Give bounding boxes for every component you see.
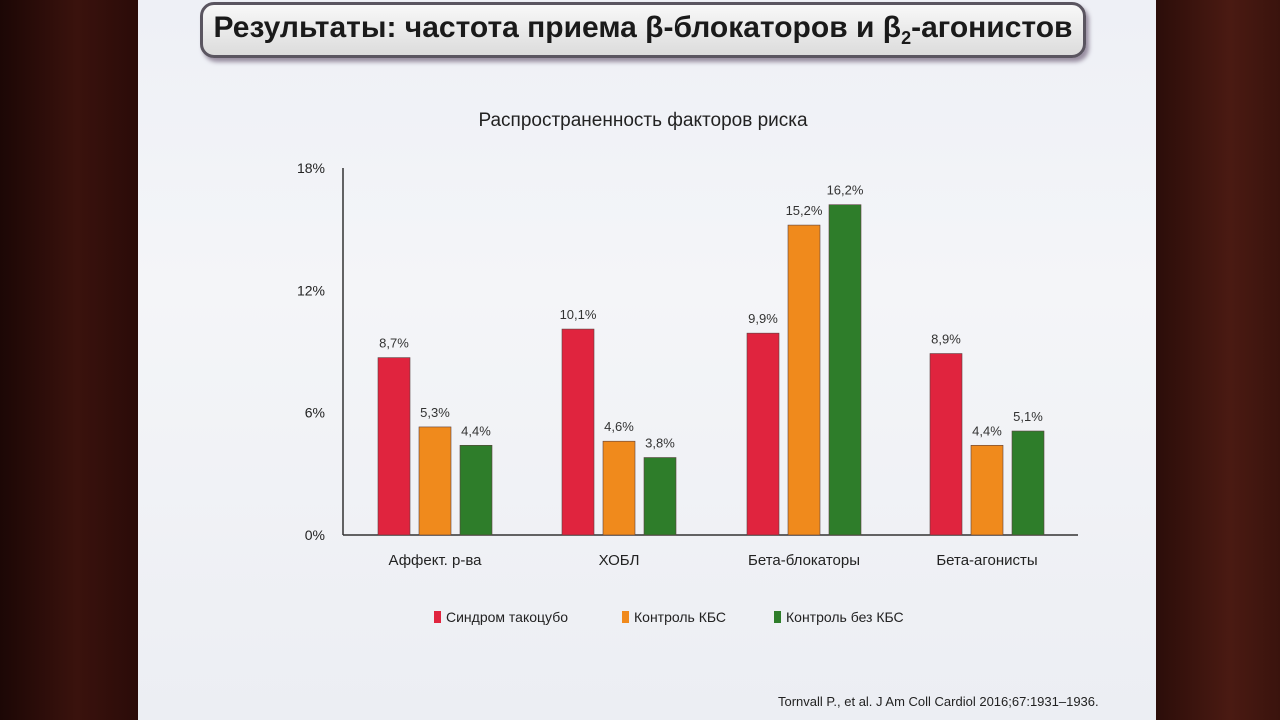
bar bbox=[746, 332, 780, 536]
y-tick-label: 12% bbox=[297, 282, 325, 298]
legend-label: Контроль без КБС bbox=[786, 609, 904, 625]
bar bbox=[787, 224, 821, 536]
bar-value-label: 10,1% bbox=[560, 307, 597, 322]
bar bbox=[970, 444, 1004, 536]
slide-title-end: -агонистов bbox=[911, 11, 1073, 44]
bar bbox=[561, 328, 595, 536]
bar-chart: Распространенность факторов риска 0% 6% 12%… bbox=[297, 110, 1078, 625]
legend-label: Синдром такоцубо bbox=[446, 609, 568, 625]
slide-title-main: Результаты: частота приема β-блокаторов … bbox=[213, 11, 902, 44]
y-tick-label: 18% bbox=[297, 160, 325, 176]
citation: Tornvall P., et al. J Am Coll Cardiol 20… bbox=[778, 694, 1099, 709]
bar bbox=[459, 444, 493, 536]
bar-value-label: 15,2% bbox=[786, 203, 823, 218]
category-label: Аффект. р-ва bbox=[389, 552, 483, 569]
bar-value-label: 5,3% bbox=[420, 405, 450, 420]
bar-value-label: 8,9% bbox=[931, 332, 961, 347]
category-label: ХОБЛ bbox=[599, 552, 640, 569]
legend-label: Контроль КБС bbox=[634, 609, 726, 625]
bar bbox=[377, 357, 411, 536]
legend-swatch bbox=[434, 611, 441, 623]
bar-value-label: 5,1% bbox=[1013, 409, 1043, 424]
bar-value-label: 8,7% bbox=[379, 336, 409, 351]
legend-swatch bbox=[774, 611, 781, 623]
bar bbox=[418, 426, 452, 536]
y-tick-label: 6% bbox=[305, 405, 325, 421]
bar-value-label: 3,8% bbox=[645, 436, 675, 451]
category-label: Бета-агонисты bbox=[936, 552, 1037, 569]
bar bbox=[643, 457, 677, 536]
background-left bbox=[0, 0, 140, 720]
legend-swatch bbox=[622, 611, 629, 623]
bar bbox=[1011, 430, 1045, 536]
bar-value-label: 4,4% bbox=[972, 423, 1002, 438]
bar-value-label: 4,6% bbox=[604, 419, 634, 434]
category-label: Бета-блокаторы bbox=[748, 552, 860, 569]
bar bbox=[929, 353, 963, 536]
slide-title-box: Результаты: частота приема β-блокаторов … bbox=[200, 2, 1086, 58]
chart-title: Распространенность факторов риска bbox=[478, 110, 808, 131]
bar bbox=[828, 204, 862, 536]
bar bbox=[602, 440, 636, 536]
background-right bbox=[1155, 0, 1280, 720]
bar-value-label: 16,2% bbox=[827, 183, 864, 198]
slide-title: Результаты: частота приема β-блокаторов … bbox=[214, 11, 1073, 49]
bar-value-label: 9,9% bbox=[748, 311, 778, 326]
slide-title-subscript: 2 bbox=[901, 28, 912, 48]
projection-screen: Результаты: частота приема β-блокаторов … bbox=[138, 0, 1156, 720]
bar-value-label: 4,4% bbox=[461, 423, 491, 438]
y-tick-label: 0% bbox=[305, 527, 325, 543]
